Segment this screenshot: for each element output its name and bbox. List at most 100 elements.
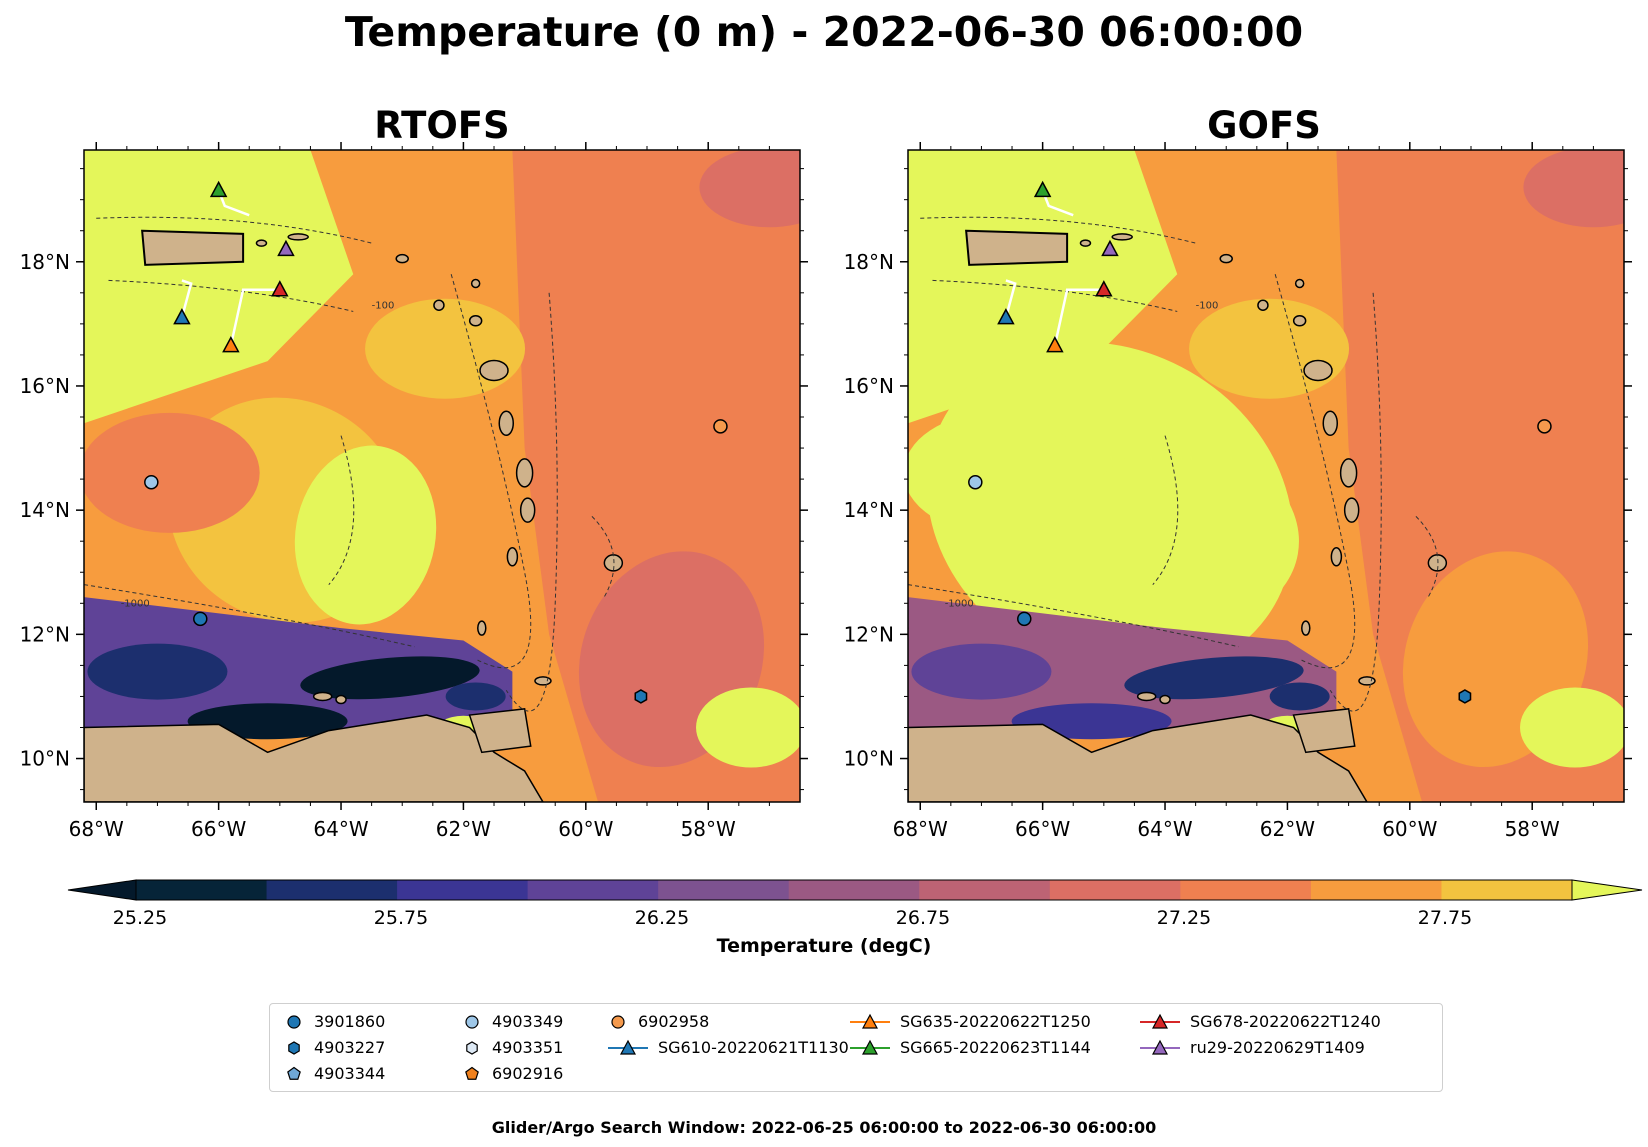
x-tick-label: 68°W — [893, 817, 948, 841]
island-17 — [335, 694, 347, 705]
argo-float-4903349 — [968, 474, 983, 490]
depth-contour-3 — [96, 216, 372, 244]
island-11 — [287, 233, 309, 241]
map-frame — [83, 149, 801, 803]
y-tick-label: 14°N — [20, 498, 70, 522]
glider-SG635-20220622T1250 — [222, 336, 240, 353]
glider-track-sg635 — [1053, 288, 1104, 346]
field-cold-tip — [445, 682, 506, 711]
panel-title-gofs: GOFS — [1207, 104, 1321, 147]
island-16 — [1136, 691, 1157, 702]
land-trinidad — [468, 708, 532, 754]
colorbar-segment — [136, 880, 268, 900]
figure-title: Temperature (0 m) - 2022-06-30 06:00:00 — [344, 8, 1304, 56]
y-tick-label: 18°N — [20, 250, 70, 274]
island-7 — [1358, 676, 1376, 686]
field-west-eddy — [84, 412, 260, 533]
contour-label-alt: -100 — [372, 300, 395, 311]
legend-marker-icon — [611, 1014, 625, 1029]
map-panel-gofs: -1000 -100 68°W 66°W 64°W 62°W 60°W 58°W 18°N 16°… — [844, 142, 1632, 841]
argo-float-6902958 — [713, 419, 728, 434]
glider-SG665-20220623T1144 — [209, 180, 228, 198]
colorbar-tick-label: 25.75 — [374, 907, 428, 929]
depth-contour-5 — [328, 435, 355, 585]
colorbar-tick-label: 25.25 — [113, 907, 167, 929]
colorbar-segment — [1049, 880, 1181, 900]
colorbar-over-arrow — [1571, 879, 1643, 901]
y-tick-label: 16°N — [20, 374, 70, 398]
glider-SG635-20220622T1250 — [1046, 336, 1064, 353]
map-panel-rtofs: -1000 -100 68°W 66°W 64°W 62°W 60°W 58°W 18°N 16°… — [20, 142, 808, 841]
field-southeast-bright — [1520, 687, 1624, 768]
island-8 — [433, 299, 445, 311]
contour-label: -1000 — [945, 598, 974, 609]
island-10 — [395, 253, 409, 264]
legend-label: 4903344 — [314, 1064, 386, 1083]
colorbar-segment — [919, 880, 1051, 900]
depth-contour-1 — [1329, 292, 1382, 712]
x-tick-label: 62°W — [436, 817, 491, 841]
x-tick-label: 66°W — [1015, 817, 1070, 841]
land-trinidad — [1292, 708, 1356, 754]
legend-marker-icon — [466, 1040, 478, 1055]
island-15 — [908, 626, 909, 631]
legend-entry: ru29-20220629T1409 — [1140, 1038, 1365, 1057]
argo-float-3901860 — [1017, 611, 1032, 627]
legend-label: ru29-20220629T1409 — [1190, 1038, 1365, 1057]
x-tick-label: 64°W — [313, 817, 368, 841]
panel-title-rtofs: RTOFS — [374, 104, 510, 147]
island-13 — [470, 278, 481, 289]
argo-float-4903227 — [634, 689, 648, 704]
island-4 — [1330, 546, 1343, 567]
x-tick-label: 60°W — [1382, 817, 1437, 841]
search-window-note: Glider/Argo Search Window: 2022-06-25 06… — [491, 1118, 1157, 1137]
field-central-bright — [294, 445, 437, 625]
colorbar-segment — [788, 880, 920, 900]
y-tick-label: 12°N — [20, 622, 70, 646]
legend-entry: 4903351 — [462, 1038, 563, 1057]
field-northeast-patch — [699, 150, 800, 228]
depth-contour-2 — [908, 584, 1239, 648]
island-7 — [534, 676, 552, 686]
legend-marker-icon — [1140, 1013, 1180, 1029]
temperature-field: -1000 -100 — [908, 150, 1624, 802]
depth-contour-4 — [932, 279, 1178, 312]
colorbar-under-arrow — [67, 879, 137, 901]
glider-ru29-20220629T1409 — [277, 239, 295, 257]
island-16 — [312, 691, 333, 702]
y-tick-label: 12°N — [844, 622, 894, 646]
glider-SG665-20220623T1144 — [1033, 180, 1052, 198]
colorbar-segment — [397, 880, 529, 900]
island-3 — [1343, 497, 1360, 523]
legend-marker-icon — [287, 1014, 301, 1029]
colorbar-tick-label: 27.75 — [1418, 907, 1472, 929]
colorbar-label: Temperature (degC) — [716, 935, 932, 957]
field-cold-west — [87, 643, 228, 700]
island-12 — [255, 239, 268, 247]
island-8 — [1257, 299, 1269, 311]
island-12 — [1079, 239, 1092, 247]
legend-entry: SG610-20220621T1130 — [608, 1038, 849, 1057]
colorbar-segment — [1180, 880, 1312, 900]
island-11 — [1111, 233, 1133, 241]
depth-contour-6 — [1415, 516, 1439, 598]
legend-label: SG678-20220622T1240 — [1190, 1012, 1381, 1031]
argo-float-4903349 — [144, 474, 159, 490]
legend-marker-icon — [1140, 1039, 1180, 1055]
legend-label: SG610-20220621T1130 — [658, 1038, 849, 1057]
field-cold-east — [300, 656, 480, 700]
glider-track-sg635 — [229, 288, 280, 346]
legend-entry: SG678-20220622T1240 — [1140, 1012, 1381, 1031]
colorbar-tick-label: 27.25 — [1157, 907, 1211, 929]
island-9 — [468, 315, 483, 327]
depth-contour-3 — [920, 216, 1196, 244]
island-6 — [1301, 620, 1311, 636]
field-cold-east — [1124, 656, 1304, 700]
x-tick-label: 62°W — [1260, 817, 1315, 841]
y-tick-label: 10°N — [20, 747, 70, 771]
x-tick-label: 68°W — [69, 817, 124, 841]
depth-contour-1 — [505, 292, 558, 712]
land-puerto-rico — [141, 229, 245, 266]
island-0 — [479, 359, 509, 382]
legend-label: SG635-20220622T1250 — [900, 1012, 1091, 1031]
